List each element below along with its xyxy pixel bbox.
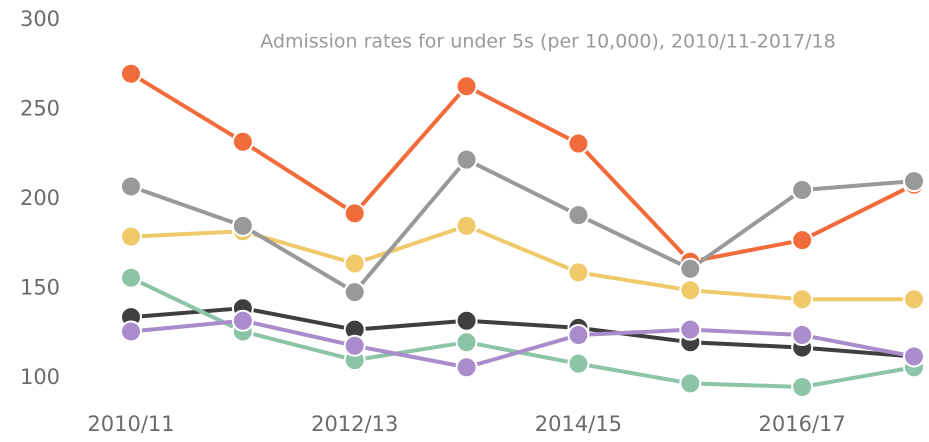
data-point bbox=[679, 372, 702, 395]
data-point bbox=[903, 288, 925, 311]
data-point bbox=[120, 62, 142, 85]
data-point bbox=[567, 352, 590, 375]
data-point bbox=[791, 375, 814, 398]
series-line bbox=[130, 306, 915, 359]
data-point bbox=[120, 320, 142, 343]
data-point bbox=[679, 318, 702, 341]
data-point bbox=[120, 175, 142, 198]
data-point bbox=[903, 170, 925, 193]
x-tick-label: 2014/15 bbox=[535, 412, 622, 436]
x-tick-label: 2016/17 bbox=[759, 412, 846, 436]
y-tick-label: 300 bbox=[20, 7, 60, 31]
data-point bbox=[120, 225, 142, 248]
data-point bbox=[567, 324, 590, 347]
x-tick-label: 2010/11 bbox=[87, 412, 174, 436]
data-point bbox=[455, 148, 478, 171]
y-tick-label: 200 bbox=[20, 186, 60, 210]
data-point bbox=[231, 309, 254, 332]
series-line bbox=[130, 157, 915, 295]
data-point bbox=[791, 324, 814, 347]
x-tick-label: 2012/13 bbox=[311, 412, 398, 436]
data-point bbox=[455, 356, 478, 379]
y-tick-label: 150 bbox=[20, 276, 60, 300]
series-line bbox=[130, 318, 915, 370]
data-point bbox=[679, 257, 702, 280]
data-point bbox=[120, 266, 142, 289]
data-point bbox=[455, 331, 478, 354]
data-point bbox=[567, 204, 590, 227]
data-point bbox=[567, 132, 590, 155]
data-point bbox=[903, 345, 925, 368]
data-point bbox=[455, 309, 478, 332]
data-point bbox=[343, 202, 366, 225]
data-point bbox=[679, 279, 702, 302]
data-point bbox=[343, 334, 366, 357]
data-point bbox=[567, 261, 590, 284]
data-point bbox=[231, 130, 254, 153]
data-point bbox=[791, 179, 814, 202]
chart-title: Admission rates for under 5s (per 10,000… bbox=[260, 31, 835, 53]
data-point bbox=[343, 281, 366, 304]
data-point bbox=[343, 252, 366, 275]
data-point bbox=[791, 229, 814, 252]
data-point bbox=[455, 214, 478, 237]
data-point bbox=[791, 288, 814, 311]
y-tick-label: 100 bbox=[20, 365, 60, 389]
data-point bbox=[455, 75, 478, 98]
data-point bbox=[231, 214, 254, 237]
series-line bbox=[129, 71, 915, 264]
y-tick-label: 250 bbox=[20, 97, 60, 121]
